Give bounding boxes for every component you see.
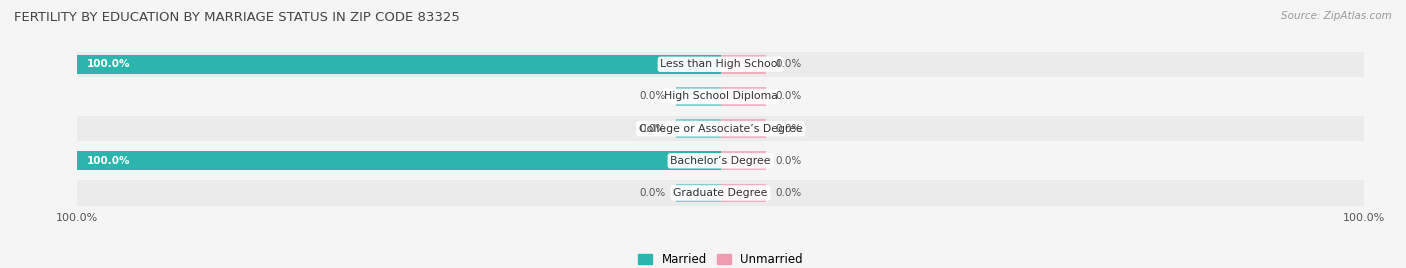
Text: 0.0%: 0.0% <box>775 91 801 102</box>
Text: Source: ZipAtlas.com: Source: ZipAtlas.com <box>1281 11 1392 21</box>
Bar <box>77 180 1364 206</box>
Bar <box>77 84 1364 109</box>
Bar <box>77 52 1364 77</box>
Bar <box>721 55 766 74</box>
Text: 0.0%: 0.0% <box>775 124 801 134</box>
Bar <box>675 184 721 202</box>
Bar <box>721 184 766 202</box>
Bar <box>721 87 766 106</box>
Text: FERTILITY BY EDUCATION BY MARRIAGE STATUS IN ZIP CODE 83325: FERTILITY BY EDUCATION BY MARRIAGE STATU… <box>14 11 460 24</box>
Bar <box>675 87 721 106</box>
Bar <box>77 148 1364 173</box>
Text: Bachelor’s Degree: Bachelor’s Degree <box>671 156 770 166</box>
Text: 0.0%: 0.0% <box>640 91 666 102</box>
Bar <box>721 119 766 138</box>
Bar <box>77 151 721 170</box>
Bar <box>675 119 721 138</box>
Text: High School Diploma: High School Diploma <box>664 91 778 102</box>
Legend: Married, Unmarried: Married, Unmarried <box>634 248 807 268</box>
Text: 0.0%: 0.0% <box>775 156 801 166</box>
Text: 100.0%: 100.0% <box>87 59 131 69</box>
Text: 0.0%: 0.0% <box>775 59 801 69</box>
Text: Graduate Degree: Graduate Degree <box>673 188 768 198</box>
Text: Less than High School: Less than High School <box>661 59 780 69</box>
Bar <box>77 116 1364 141</box>
Text: College or Associate’s Degree: College or Associate’s Degree <box>638 124 803 134</box>
Text: 0.0%: 0.0% <box>775 188 801 198</box>
Bar <box>721 151 766 170</box>
Text: 0.0%: 0.0% <box>640 188 666 198</box>
Text: 100.0%: 100.0% <box>87 156 131 166</box>
Text: 0.0%: 0.0% <box>640 124 666 134</box>
Bar <box>77 55 721 74</box>
